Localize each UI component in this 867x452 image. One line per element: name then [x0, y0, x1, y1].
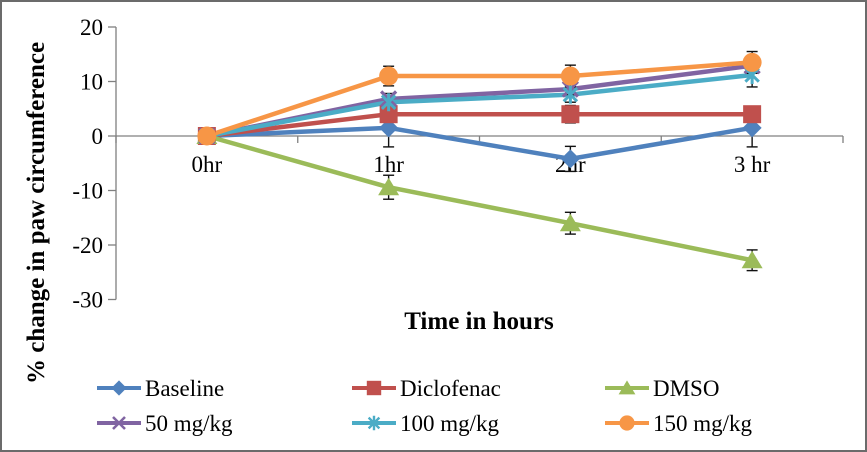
marker-square-icon — [561, 105, 580, 124]
x-tick-label: 3 hr — [734, 152, 771, 177]
x-tick-label: 0hr — [192, 152, 223, 177]
marker-asterisk-icon — [562, 85, 579, 104]
legend-item: DMSO — [605, 376, 719, 401]
legend-item: 150 mg/kg — [605, 411, 753, 436]
marker-circle-icon — [560, 66, 580, 86]
y-tick-label: 20 — [80, 15, 103, 40]
marker-diamond-icon — [111, 380, 127, 396]
y-axis-title: % change in paw circumference — [23, 42, 50, 384]
marker-diamond-icon — [560, 149, 580, 169]
legend-label: Diclofenac — [400, 376, 501, 401]
series-line — [206, 133, 753, 263]
y-tick-label: -30 — [72, 288, 103, 313]
legend-label: 100 mg/kg — [400, 411, 500, 436]
chart-legend: Baseline Diclofenac DMSO 50 mg/kg 100 mg/kg 1… — [97, 376, 753, 436]
marker-circle-icon — [379, 66, 399, 86]
y-tick-label: 0 — [92, 124, 104, 149]
series-line — [206, 125, 753, 162]
legend-item: 50 mg/kg — [97, 411, 233, 436]
marker-square-icon — [379, 105, 398, 124]
x-axis-title: Time in hours — [404, 308, 554, 335]
x-tick-label: 1hr — [373, 152, 404, 177]
marker-circle-icon — [742, 52, 762, 72]
legend-label: 150 mg/kg — [653, 411, 753, 436]
legend-label: 50 mg/kg — [145, 411, 233, 436]
series-line — [206, 72, 753, 139]
y-tick-label: 10 — [80, 70, 103, 95]
legend-label: DMSO — [653, 376, 719, 401]
y-tick-label: -20 — [72, 233, 103, 258]
marker-asterisk-icon — [367, 415, 381, 431]
marker-triangle-icon — [618, 380, 636, 395]
legend-item: Baseline — [97, 376, 224, 401]
marker-triangle-icon — [378, 177, 400, 196]
marker-asterisk-icon — [380, 93, 397, 112]
legend-item: Diclofenac — [352, 376, 501, 401]
marker-square-icon — [743, 105, 762, 124]
marker-triangle-icon — [741, 250, 763, 269]
legend-label: Baseline — [145, 376, 224, 401]
marker-triangle-icon — [559, 213, 581, 232]
y-tick-label: -10 — [72, 179, 103, 204]
series-line — [206, 111, 753, 139]
marker-circle-icon — [619, 415, 635, 431]
marker-circle-icon — [197, 126, 217, 146]
marker-x-icon — [112, 416, 126, 430]
marker-square-icon — [366, 380, 382, 396]
legend-item: 100 mg/kg — [352, 411, 500, 436]
series-line — [206, 60, 753, 139]
